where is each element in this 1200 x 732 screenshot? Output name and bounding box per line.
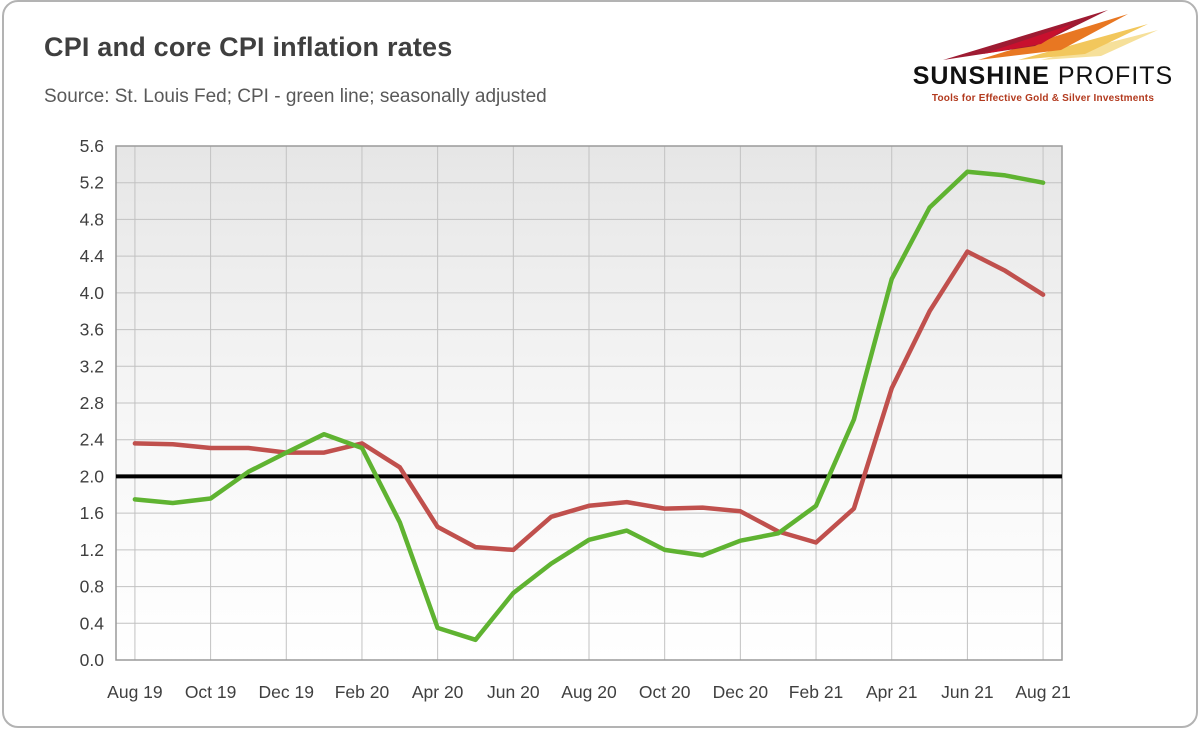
svg-text:4.8: 4.8	[80, 209, 104, 229]
svg-text:Feb 20: Feb 20	[335, 682, 390, 702]
svg-text:2.0: 2.0	[80, 466, 105, 486]
svg-text:0.8: 0.8	[80, 577, 104, 597]
svg-text:2.4: 2.4	[80, 430, 105, 450]
svg-text:1.2: 1.2	[80, 540, 104, 560]
svg-text:Oct 19: Oct 19	[185, 682, 237, 702]
inflation-line-chart: 0.0 0.4 0.8 1.2 1.6 2.0 2.4 2.8 3.2 3.6 4.0 4.4 4.8 5…	[80, 136, 1071, 702]
svg-text:2.8: 2.8	[80, 393, 104, 413]
svg-text:0.4: 0.4	[80, 613, 105, 633]
sunshine-profits-logo: SUNSHINE PROFITS Tools for Effective Gol…	[908, 10, 1178, 104]
svg-text:5.6: 5.6	[80, 136, 104, 156]
svg-text:5.2: 5.2	[80, 173, 104, 193]
svg-text:Jun 21: Jun 21	[941, 682, 994, 702]
svg-text:4.4: 4.4	[80, 246, 105, 266]
svg-text:Dec 19: Dec 19	[259, 682, 314, 702]
svg-text:4.0: 4.0	[80, 283, 105, 303]
svg-text:Aug 19: Aug 19	[107, 682, 162, 702]
svg-text:3.6: 3.6	[80, 320, 104, 340]
logo-name: SUNSHINE PROFITS	[912, 62, 1174, 90]
logo-tagline: Tools for Effective Gold & Silver Invest…	[931, 93, 1155, 104]
svg-text:0.0: 0.0	[80, 650, 105, 670]
svg-text:Dec 20: Dec 20	[713, 682, 769, 702]
svg-text:Aug 20: Aug 20	[561, 682, 617, 702]
svg-text:Apr 21: Apr 21	[866, 682, 918, 702]
svg-text:1.6: 1.6	[80, 503, 104, 523]
svg-text:Feb 21: Feb 21	[789, 682, 843, 702]
svg-text:Aug 21: Aug 21	[1015, 682, 1070, 702]
page-subtitle: Source: St. Louis Fed; CPI - green line;…	[44, 86, 547, 107]
svg-text:Jun 20: Jun 20	[487, 682, 540, 702]
svg-text:Apr 20: Apr 20	[412, 682, 464, 702]
svg-text:Oct 20: Oct 20	[639, 682, 691, 702]
logo-arrows-icon	[943, 10, 1158, 60]
svg-text:3.2: 3.2	[80, 356, 104, 376]
page-title: CPI and core CPI inflation rates	[44, 32, 453, 62]
